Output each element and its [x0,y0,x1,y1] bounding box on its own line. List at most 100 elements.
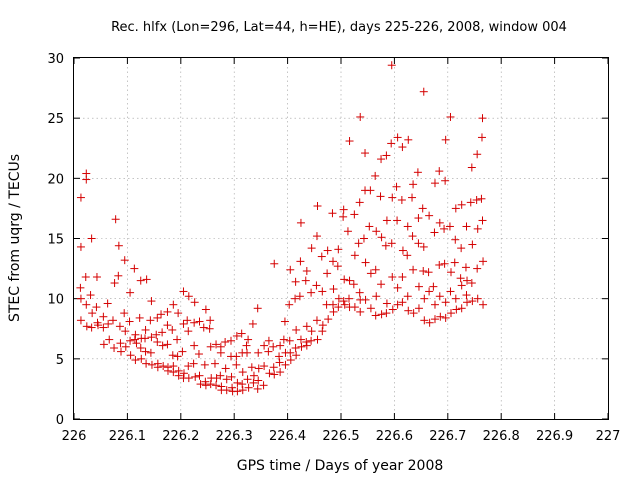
data-point [393,216,402,225]
data-point [285,336,294,345]
data-point [317,252,326,261]
data-point [456,274,465,283]
data-point [414,239,423,248]
data-point [222,375,231,384]
data-point [125,317,134,326]
data-point [323,269,332,278]
data-point [355,198,364,207]
data-point [424,268,433,277]
x-tick-label: 226.7 [429,429,466,444]
data-point [216,348,225,357]
data-point [195,317,204,326]
y-tick-labels: 0 5 10 15 20 25 30 [47,52,64,428]
y-tick-label: 15 [47,233,64,248]
data-point [382,299,391,308]
data-point [468,297,477,306]
data-point [450,258,459,267]
data-point [318,287,327,296]
data-point [472,195,481,204]
data-point [286,356,295,365]
data-point [76,242,85,251]
data-point [184,362,193,371]
data-point [179,319,188,328]
data-point [366,186,375,195]
data-point [447,268,456,277]
data-point [141,347,150,356]
data-point [345,276,354,285]
data-point [414,304,423,313]
data-point [132,339,141,348]
x-tick-label: 226.3 [216,429,253,444]
data-point [147,360,156,369]
data-point [479,257,488,266]
data-point [291,294,300,303]
data-point [452,305,461,314]
data-point [105,335,114,344]
data-point [302,341,311,350]
data-point [451,204,460,213]
data-point [403,222,412,231]
data-point [249,378,258,387]
data-point [296,218,305,227]
data-point [248,319,257,328]
data-point [76,294,85,303]
data-point [269,342,278,351]
data-point [414,282,423,291]
data-point [286,348,295,357]
data-point [168,351,177,360]
data-point [201,381,210,390]
data-point [430,179,439,188]
data-point [467,163,476,172]
data-point [457,304,466,313]
data-point [81,273,90,282]
data-point [163,321,172,330]
data-point [307,288,316,297]
y-tick-label: 25 [47,112,64,127]
data-point [425,318,434,327]
data-point [355,288,364,297]
data-point [94,321,103,330]
data-point [440,224,449,233]
data-point [457,200,466,209]
data-point [110,279,119,288]
data-point [328,257,337,266]
data-point [110,344,119,353]
data-point [430,300,439,309]
data-point [114,241,123,250]
data-points [76,61,488,396]
y-tick-label: 5 [56,353,64,368]
data-point [350,303,359,312]
data-point [307,336,316,345]
data-point [131,356,140,365]
data-point [463,298,472,307]
data-point [297,342,306,351]
data-point [328,209,337,218]
data-point [180,369,189,378]
data-point [232,360,241,369]
y-tick-label: 20 [47,172,64,187]
data-point [264,336,273,345]
data-point [99,323,108,332]
y-tick-label: 10 [47,293,64,308]
data-point [441,298,450,307]
data-point [285,300,294,309]
data-point [334,303,343,312]
data-point [457,244,466,253]
data-point [398,298,407,307]
data-point [473,150,482,159]
data-point [441,313,450,322]
data-point [478,114,487,123]
data-point [228,383,237,392]
data-point [141,334,150,343]
chart-title: Rec. hlfx (Lon=296, Lat=44, h=HE), days … [111,20,567,35]
data-point [199,323,208,332]
data-point [398,143,407,152]
data-point [296,257,305,266]
data-point [329,307,338,316]
data-point [350,251,359,260]
data-point [135,313,144,322]
data-point [108,316,117,325]
data-point [244,335,253,344]
data-point [441,135,450,144]
data-point [103,299,112,308]
